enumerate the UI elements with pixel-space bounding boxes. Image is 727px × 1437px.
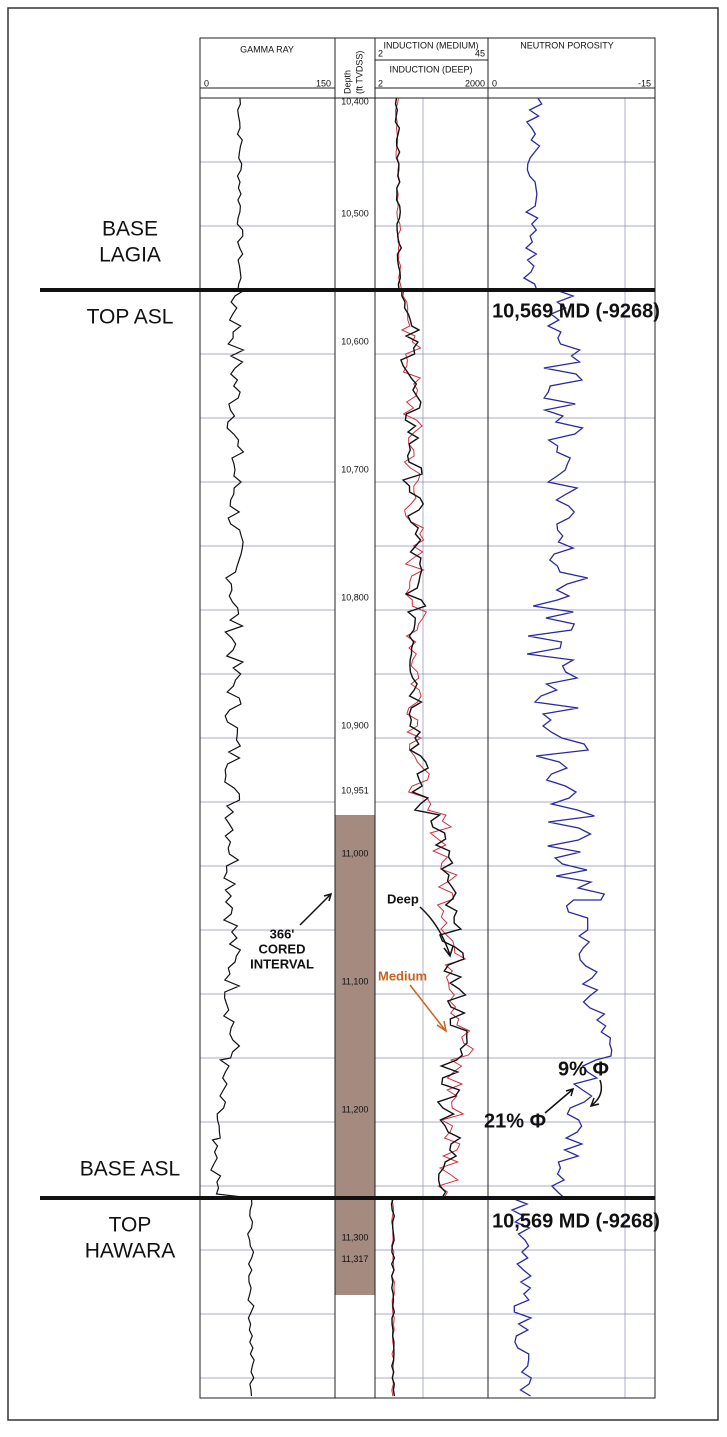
formation-label: HAWARA: [85, 1240, 176, 1263]
scale-max: 150: [316, 78, 331, 88]
formation-label: TOP ASL: [87, 306, 174, 329]
depth-label: 10,800: [341, 592, 369, 602]
log-curve: [390, 97, 475, 1397]
scale-max: 45: [475, 48, 485, 58]
scale-min: 2: [378, 48, 383, 58]
scale-min: 2: [378, 78, 383, 88]
depth-label: 11,317: [342, 1254, 369, 1264]
porosity-label: 21% Φ: [484, 1110, 546, 1132]
scale-max: -15: [638, 78, 651, 88]
depth-label: 10,700: [341, 464, 369, 474]
cored-label: INTERVAL: [250, 956, 314, 971]
tracks: [199, 37, 656, 1399]
grid: [200, 98, 655, 1398]
track-title: NEUTRON POROSITY: [520, 40, 614, 50]
log-curve: [510, 97, 613, 1397]
formation-label: BASE: [102, 218, 158, 241]
depth-label: 10,400: [341, 96, 369, 106]
scale-min: 0: [492, 78, 497, 88]
md-label: 10,569 MD (-9268): [492, 1210, 660, 1232]
scale-min: 0: [204, 78, 209, 88]
track-title: INDUCTION (MEDIUM): [384, 40, 479, 50]
depth-label: 11,200: [342, 1104, 369, 1114]
arrow: [409, 984, 448, 1033]
formation-label: LAGIA: [99, 244, 161, 267]
track-title: GAMMA RAY: [240, 44, 294, 54]
track-title: INDUCTION (DEEP): [390, 64, 473, 74]
depth-label: 10,900: [341, 720, 369, 730]
track-title: Depth: [342, 70, 352, 94]
depth-label: 11,100: [342, 976, 369, 986]
log-curve: [390, 97, 468, 1397]
depth-label: 10,951: [341, 786, 369, 796]
track-unit: (ft TVDSS): [354, 51, 364, 94]
depth-label: 10,500: [341, 208, 369, 218]
formation-label: TOP: [109, 1214, 152, 1237]
scale-max: 2000: [465, 78, 485, 88]
formation-label: BASE ASL: [80, 1158, 180, 1181]
depth-label: 11,300: [342, 1232, 369, 1242]
curve-label: Deep: [387, 891, 419, 906]
cored-interval: [335, 815, 375, 1295]
arrows: [299, 892, 603, 1114]
cored-label: 366': [270, 926, 295, 941]
curve-label: Medium: [378, 968, 427, 983]
depth-label: 11,000: [342, 848, 369, 858]
porosity-label: 9% Φ: [558, 1058, 609, 1080]
depth-label: 10,600: [341, 336, 369, 346]
md-label: 10,569 MD (-9268): [492, 300, 660, 322]
cored-label: CORED: [259, 941, 306, 956]
curves: [210, 97, 613, 1397]
log-curve: [210, 97, 255, 1397]
frame: [7, 7, 719, 1421]
